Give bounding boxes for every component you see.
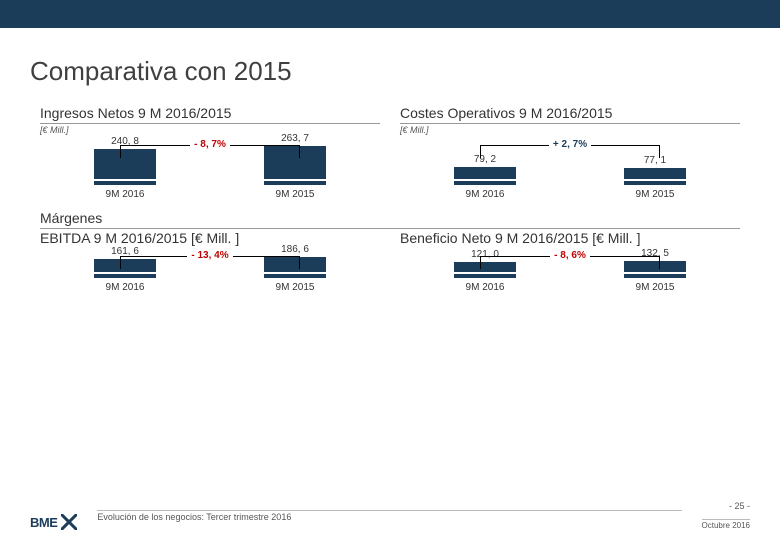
bar-cap xyxy=(454,274,516,278)
beneficio-chart: Beneficio Neto 9 M 2016/2015 [€ Mill. ] … xyxy=(390,230,750,301)
bar-cap xyxy=(624,274,686,278)
bars: 79, 2 9M 2016 77, 1 9M 2015 xyxy=(400,156,740,200)
bar-cap xyxy=(454,181,516,185)
chart-unit: [€ Mill.] xyxy=(400,125,740,135)
footer-note: Evolución de los negocios: Tercer trimes… xyxy=(97,510,681,522)
bars: 121, 0 9M 2016 132, 5 9M 2015 xyxy=(400,267,740,293)
logo-x-icon xyxy=(61,514,77,530)
delta-label: - 8, 6% xyxy=(480,250,660,261)
bar-label: 9M 2015 xyxy=(636,189,675,200)
chart-grid: Ingresos Netos 9 M 2016/2015 [€ Mill.] -… xyxy=(30,105,750,301)
chart-unit: [€ Mill.] xyxy=(40,125,380,135)
bar: 77, 1 9M 2015 xyxy=(624,155,686,200)
bar-cap xyxy=(624,181,686,185)
bar-cap xyxy=(94,181,156,185)
page-title: Comparativa con 2015 xyxy=(30,56,750,87)
bar-label: 9M 2016 xyxy=(466,189,505,200)
footer: BME Evolución de los negocios: Tercer tr… xyxy=(30,501,750,530)
chart-heading: EBITDA 9 M 2016/2015 [€ Mill. ] xyxy=(40,230,380,248)
bar-cap xyxy=(94,274,156,278)
delta-label: + 2, 7% xyxy=(480,139,660,150)
bar-label: 9M 2015 xyxy=(636,282,675,293)
bar-label: 9M 2016 xyxy=(466,282,505,293)
bar-label: 9M 2015 xyxy=(276,282,315,293)
page-area: - 25 - Octubre 2016 xyxy=(702,501,750,530)
bar-cap xyxy=(264,274,326,278)
slide-content: Comparativa con 2015 Ingresos Netos 9 M … xyxy=(0,28,780,301)
page-number: - 25 - xyxy=(702,501,750,511)
bme-logo: BME xyxy=(30,514,77,530)
logo-text: BME xyxy=(30,515,57,530)
bar-label: 9M 2016 xyxy=(106,282,145,293)
top-row: Ingresos Netos 9 M 2016/2015 [€ Mill.] -… xyxy=(30,105,750,208)
delta-label: - 13, 4% xyxy=(120,250,300,261)
top-bar xyxy=(0,0,780,28)
bar-cap xyxy=(264,181,326,185)
bars: 161, 6 9M 2016 186, 6 9M 2015 xyxy=(40,267,380,293)
bar-rect xyxy=(454,167,516,179)
bottom-row: EBITDA 9 M 2016/2015 [€ Mill. ] - 13, 4%… xyxy=(30,230,750,301)
bar-label: 9M 2016 xyxy=(106,189,145,200)
bars: 240, 8 9M 2016 263, 7 9M 2015 xyxy=(40,156,380,200)
bar-label: 9M 2015 xyxy=(276,189,315,200)
ebitda-chart: EBITDA 9 M 2016/2015 [€ Mill. ] - 13, 4%… xyxy=(30,230,390,301)
ingresos-chart: Ingresos Netos 9 M 2016/2015 [€ Mill.] -… xyxy=(30,105,390,208)
margenes-heading: Márgenes xyxy=(40,210,740,229)
bar: 79, 2 9M 2016 xyxy=(454,154,516,200)
bar-rect xyxy=(624,168,686,179)
chart-heading: Ingresos Netos 9 M 2016/2015 xyxy=(40,105,380,124)
delta-label: - 8, 7% xyxy=(120,139,300,150)
costes-chart: Costes Operativos 9 M 2016/2015 [€ Mill.… xyxy=(390,105,750,208)
chart-heading: Costes Operativos 9 M 2016/2015 xyxy=(400,105,740,124)
chart-heading: Beneficio Neto 9 M 2016/2015 [€ Mill. ] xyxy=(400,230,740,248)
footer-date: Octubre 2016 xyxy=(702,519,750,530)
